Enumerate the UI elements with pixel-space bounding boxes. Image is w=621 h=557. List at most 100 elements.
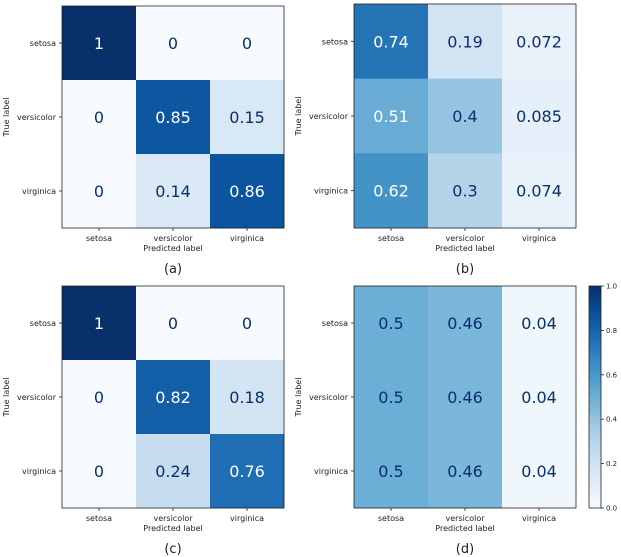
heatmap-cell [428,360,503,435]
subfigure-caption: (a) [164,262,182,277]
colorbar-tick-label: 0.0 [606,505,617,513]
heatmap-cell [62,434,137,509]
y-tick-label: versicolor [17,113,57,122]
heatmap-cell [210,6,285,81]
colorbar: 0.0 0.2 0.4 0.6 0.8 1.0 [588,283,618,513]
cell-value-label: 0 [94,388,104,407]
heatmap-cell [210,154,285,229]
x-axis-label: Predicted label [435,244,494,253]
heatmap-cell [428,434,503,509]
heatmap-cell [502,286,577,361]
x-axis-label: Predicted label [143,244,202,253]
y-axis-label: True label [294,378,303,418]
cell-value-label: 0.5 [378,388,403,407]
heatmap-cell [428,286,503,361]
confusion-matrix-2: 1 0 0 0 0.82 0.18 0 0.24 0.76 setosa versicolor vir… [2,285,285,557]
x-tick-label: virginica [522,234,556,243]
x-tick-label: versicolor [153,234,193,243]
cell-value-label: 0.04 [521,388,557,407]
cell-value-label: 0 [94,108,104,127]
subfigure-caption: (d) [456,542,474,557]
y-tick-label: setosa [30,39,56,48]
heatmap-cell [136,80,211,155]
cell-value-label: 1 [94,34,104,53]
x-tick-label: setosa [378,234,404,243]
heatmap-cell [62,154,137,229]
heatmap-cell [62,6,137,81]
confusion-matrix-1: 0.74 0.19 0.072 0.51 0.4 0.085 0.62 0.3 0.074 set… [294,3,577,277]
heatmap-cell [210,434,285,509]
colorbar-bar [588,285,602,509]
y-tick-label: virginica [22,187,56,196]
subfigure-caption: (b) [456,262,474,277]
heatmap-cell [136,434,211,509]
cell-value-label: 0.85 [155,108,191,127]
heatmap-cell [354,4,429,80]
heatmap-cell [354,153,429,229]
heatmap-cell [502,153,577,229]
y-tick-label: versicolor [309,393,349,402]
cell-value-label: 0.074 [516,182,562,201]
cell-value-label: 0.085 [516,107,562,126]
cell-value-label: 0.4 [452,107,477,126]
heatmap-cell [428,78,503,154]
cell-value-label: 0.04 [521,314,557,333]
y-tick-label: setosa [30,319,56,328]
cell-value-label: 0.24 [155,462,191,481]
cell-value-label: 0.86 [229,182,265,201]
cell-value-label: 0 [168,314,178,333]
y-tick-label: versicolor [17,393,57,402]
heatmap-cell [428,4,503,80]
heatmap-cell [136,154,211,229]
y-axis-label: True label [294,97,303,137]
heatmap-cell [354,434,429,509]
cell-value-label: 0.19 [447,32,483,51]
y-tick-label: versicolor [309,112,349,121]
x-tick-label: versicolor [153,514,193,523]
heatmap-cell [62,80,137,155]
confusion-matrix-0: 1 0 0 0 0.85 0.15 0 0.14 0.86 setosa versicolor vir… [2,5,285,277]
heatmap-cell [136,360,211,435]
x-tick-label: versicolor [445,514,485,523]
y-tick-label: setosa [322,37,348,46]
cell-value-label: 0.51 [373,107,409,126]
subfigure-caption: (c) [164,542,181,557]
cell-value-label: 0.14 [155,182,191,201]
cell-value-label: 0.072 [516,32,562,51]
x-tick-label: setosa [378,514,404,523]
heatmap-cell [502,78,577,154]
y-axis-label: True label [2,378,11,418]
cell-value-label: 0.46 [447,314,483,333]
heatmap-cell [210,80,285,155]
y-tick-label: virginica [314,467,348,476]
x-axis-label: Predicted label [435,524,494,533]
cell-value-label: 1 [94,314,104,333]
heatmap-cell [502,434,577,509]
x-tick-label: versicolor [445,234,485,243]
heatmap-cell [502,360,577,435]
cell-value-label: 0.15 [229,108,265,127]
y-tick-label: virginica [314,187,348,196]
cell-value-label: 0.74 [373,32,409,51]
cell-value-label: 0 [242,34,252,53]
y-tick-label: setosa [322,319,348,328]
cell-value-label: 0.46 [447,462,483,481]
heatmap-cell [136,286,211,361]
heatmap-cell [210,286,285,361]
colorbar-tick-label: 1.0 [606,283,617,291]
cell-value-label: 0.5 [378,314,403,333]
colorbar-tick-label: 0.8 [606,327,617,335]
cell-value-label: 0.5 [378,462,403,481]
x-tick-label: virginica [522,514,556,523]
cell-value-label: 0.82 [155,388,191,407]
x-tick-label: setosa [86,514,112,523]
heatmap-cell [62,286,137,361]
heatmap-cell [210,360,285,435]
cell-value-label: 0.3 [452,182,477,201]
cell-value-label: 0.04 [521,462,557,481]
heatmap-cell [136,6,211,81]
cell-value-label: 0 [94,182,104,201]
y-tick-label: virginica [22,467,56,476]
cell-value-label: 0.62 [373,182,409,201]
